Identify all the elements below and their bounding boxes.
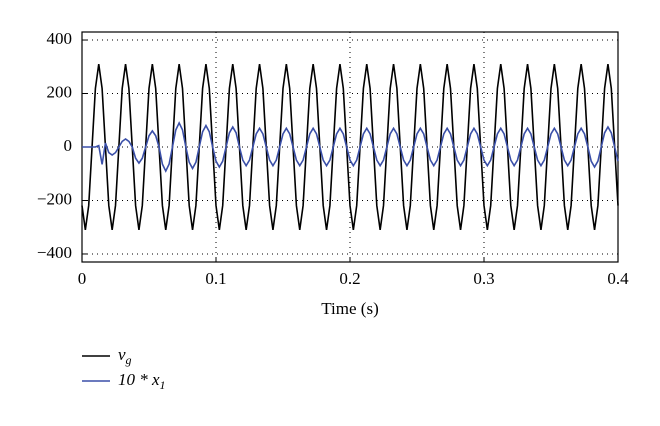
series-line xyxy=(81,63,619,231)
series-line xyxy=(82,121,619,173)
x-tick-label: 0.2 xyxy=(339,269,360,288)
x-axis-label: Time (s) xyxy=(321,299,378,318)
y-tick-label: 0 xyxy=(64,136,73,155)
y-tick-label: 400 xyxy=(47,29,73,48)
y-tick-label: −400 xyxy=(37,243,72,262)
x-tick-label: 0.1 xyxy=(205,269,226,288)
x-tick-label: 0.4 xyxy=(607,269,629,288)
x-tick-label: 0.3 xyxy=(473,269,494,288)
x-tick-label: 0 xyxy=(78,269,87,288)
legend-label: 10 * x1 xyxy=(118,370,166,392)
y-tick-label: −200 xyxy=(37,189,72,208)
y-tick-label: 200 xyxy=(47,82,73,101)
legend-label: vg xyxy=(118,345,132,367)
